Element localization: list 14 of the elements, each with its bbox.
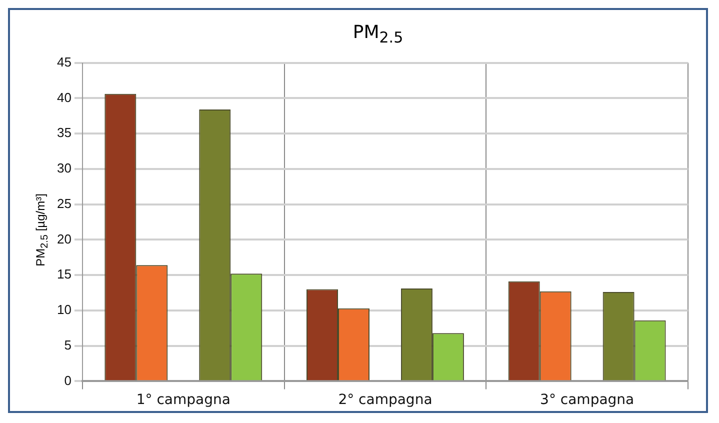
y-tick-label: 15 bbox=[56, 266, 72, 282]
y-tick-label: 40 bbox=[56, 90, 72, 105]
y-tick-label: 0 bbox=[64, 372, 72, 388]
y-tick-label: 5 bbox=[64, 337, 72, 352]
chart-title: PM$_{2.5}$ bbox=[352, 22, 404, 47]
y-tick-label: 30 bbox=[56, 160, 72, 176]
x-tick-label: 2° campagna bbox=[338, 392, 432, 408]
x-tick-label: 1° campagna bbox=[136, 392, 230, 408]
y-tick-label: 45 bbox=[56, 54, 72, 70]
y-tick-label: 35 bbox=[56, 125, 72, 140]
y-tick-label: 20 bbox=[56, 231, 72, 246]
x-tick-label: 3° campagna bbox=[540, 392, 634, 408]
y-tick-label: 10 bbox=[56, 302, 72, 318]
y-tick-label: 25 bbox=[56, 196, 72, 211]
